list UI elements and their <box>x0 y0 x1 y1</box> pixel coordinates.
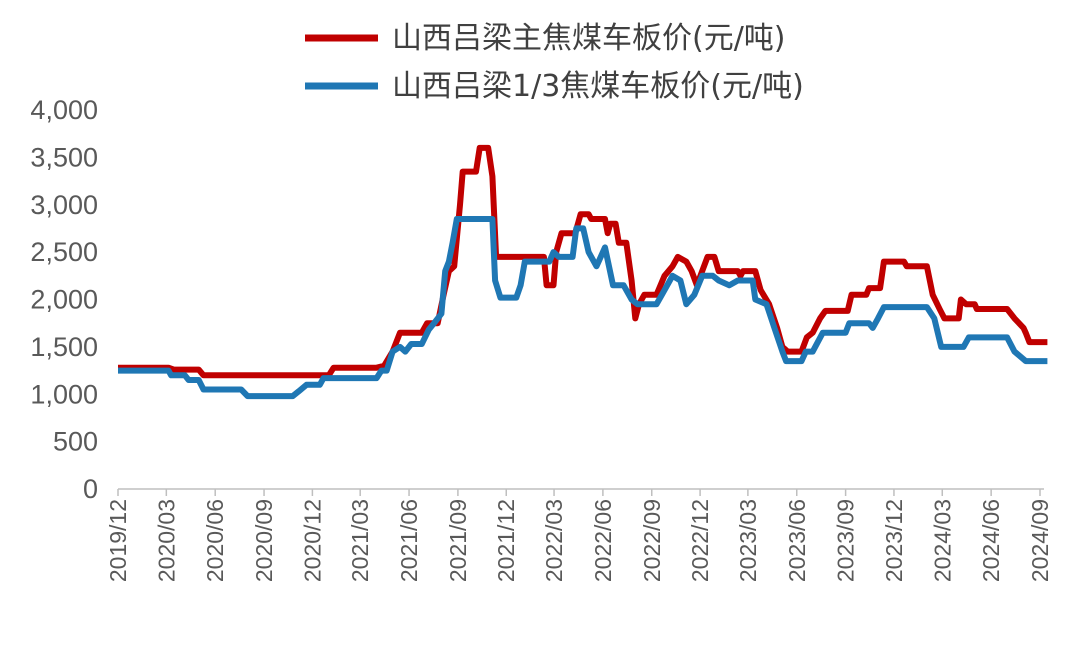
y-tick-label: 4,000 <box>30 95 98 125</box>
x-tick-label: 2023/09 <box>833 499 859 582</box>
x-tick-label: 2022/06 <box>590 499 616 582</box>
y-tick-label: 2,500 <box>30 237 98 267</box>
x-tick-label: 2021/03 <box>347 499 373 582</box>
series-line-main-coking-coal <box>118 144 1048 379</box>
x-tick-label: 2024/06 <box>978 499 1004 582</box>
x-tick-label: 2023/06 <box>784 499 810 582</box>
y-axis: 0 500 1,000 1,500 2,000 2,500 3,000 3,500 4,000 <box>30 95 98 504</box>
x-tick-label: 2024/09 <box>1027 499 1053 582</box>
x-tick-label: 2021/06 <box>396 499 422 582</box>
x-tick-label: 2020/09 <box>251 499 277 582</box>
x-tick-label: 2020/12 <box>299 499 325 582</box>
series-layer <box>118 144 1048 400</box>
x-tick-label: 2022/09 <box>639 499 665 582</box>
x-tick-label: 2023/12 <box>881 499 907 582</box>
y-tick-label: 2,000 <box>30 285 98 315</box>
y-tick-label: 0 <box>83 474 98 504</box>
legend-label-third-coking-coal: 山西吕梁1/3焦煤车板价(元/吨) <box>392 69 804 104</box>
x-tick-label: 2022/03 <box>541 499 567 582</box>
y-tick-label: 3,500 <box>30 142 98 172</box>
x-tick-label: 2020/03 <box>153 499 179 582</box>
y-tick-label: 500 <box>53 427 98 457</box>
y-tick-label: 1,000 <box>30 379 98 409</box>
x-tick-label: 2023/03 <box>735 499 761 582</box>
x-tick-label: 2021/09 <box>445 499 471 582</box>
y-tick-label: 3,000 <box>30 190 98 220</box>
x-axis: 2019/12 2020/03 2020/06 2020/09 2020/12 2021/… <box>105 488 1053 582</box>
x-tick-label: 2022/12 <box>687 499 713 582</box>
x-tick-label: 2020/06 <box>202 499 228 582</box>
x-tick-label: 2019/12 <box>105 499 131 582</box>
legend: 山西吕梁主焦煤车板价(元/吨) 山西吕梁1/3焦煤车板价(元/吨) <box>305 21 804 104</box>
legend-label-main-coking-coal: 山西吕梁主焦煤车板价(元/吨) <box>392 21 786 56</box>
x-tick-label: 2021/12 <box>493 499 519 582</box>
x-tick-label: 2024/03 <box>929 499 955 582</box>
series-line-third-coking-coal <box>118 216 1048 400</box>
y-tick-label: 1,500 <box>30 332 98 362</box>
